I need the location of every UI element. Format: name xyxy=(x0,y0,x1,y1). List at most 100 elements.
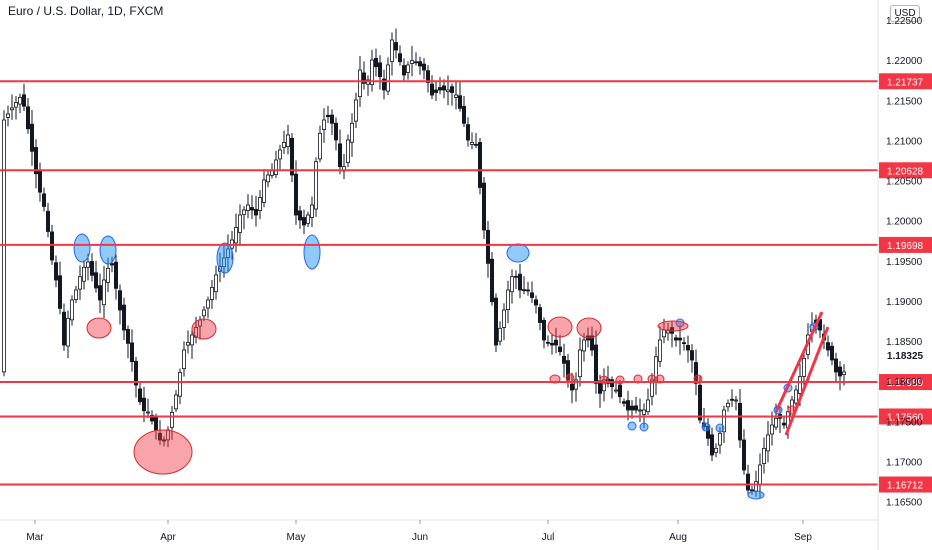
candle-body xyxy=(501,309,506,328)
candle-body xyxy=(253,209,258,216)
candle-body xyxy=(385,64,390,92)
candle-body xyxy=(401,65,406,76)
candle-body xyxy=(86,261,91,268)
red-circle-marker[interactable] xyxy=(657,320,689,332)
candle-body xyxy=(389,39,394,62)
candle-body xyxy=(421,63,426,71)
candle-body xyxy=(141,397,146,412)
candle-body xyxy=(690,350,695,361)
candle-body xyxy=(509,276,514,293)
candle-body xyxy=(9,107,14,111)
candle-body xyxy=(838,366,843,377)
candle-body xyxy=(413,61,418,64)
candle-body xyxy=(34,147,39,175)
candle-body xyxy=(746,473,751,491)
candle-body xyxy=(734,399,739,402)
blue-circle-marker[interactable] xyxy=(216,242,234,274)
candle-body xyxy=(714,447,719,453)
blue-circle-marker[interactable] xyxy=(639,422,649,432)
level-price-badge xyxy=(879,162,932,179)
candle-body xyxy=(457,95,462,109)
price-tick-label: 1.18000 xyxy=(886,377,923,388)
currency-badge[interactable]: USD xyxy=(890,5,920,22)
candle-body xyxy=(337,143,342,168)
candle-body xyxy=(157,432,162,441)
level-price-label: 1.17989 xyxy=(887,378,924,389)
candle-body xyxy=(261,179,266,203)
red-circle-marker[interactable] xyxy=(191,318,217,340)
candle-body xyxy=(122,304,127,331)
price-tick-label: 1.20500 xyxy=(886,177,923,188)
candle-body xyxy=(798,376,803,394)
candle-body xyxy=(38,170,43,193)
red-circle-marker[interactable] xyxy=(133,429,193,475)
candle-body xyxy=(473,143,478,146)
blue-circle-marker[interactable] xyxy=(506,243,530,263)
trend-line-lower[interactable] xyxy=(784,326,830,436)
candle-body xyxy=(118,290,123,311)
candle-body xyxy=(762,447,767,464)
candle-body xyxy=(518,273,523,291)
candle-body xyxy=(213,274,218,292)
candle-body xyxy=(493,297,498,346)
candle-body xyxy=(449,86,454,93)
red-circle-marker[interactable] xyxy=(86,317,112,339)
candle-body xyxy=(774,417,779,428)
candle-body xyxy=(173,394,178,410)
time-tick-label: Sep xyxy=(794,532,812,543)
candle-body xyxy=(110,263,115,266)
candle-body xyxy=(802,357,807,377)
candle-body xyxy=(477,142,482,188)
candle-body xyxy=(638,409,643,412)
candle-body xyxy=(558,346,563,353)
candle-body xyxy=(241,209,246,215)
trend-line-upper[interactable] xyxy=(774,311,824,413)
candle-body xyxy=(534,299,539,306)
candle-body xyxy=(658,339,663,362)
blue-circle-marker[interactable] xyxy=(747,490,765,500)
blue-circle-marker[interactable] xyxy=(715,423,725,433)
candle-body xyxy=(417,61,422,67)
red-circle-marker[interactable] xyxy=(547,316,573,338)
candle-body xyxy=(13,102,18,108)
candle-body xyxy=(826,342,831,351)
candle-body xyxy=(437,87,442,91)
time-tick-label: May xyxy=(287,532,306,543)
price-tick-label: 1.21000 xyxy=(886,136,923,147)
candle-body xyxy=(618,384,623,398)
candle-body xyxy=(369,59,374,86)
blue-circle-marker[interactable] xyxy=(627,421,637,431)
red-circle-marker[interactable] xyxy=(576,317,602,339)
blue-circle-marker[interactable] xyxy=(99,235,117,265)
last-price-badge xyxy=(879,347,932,364)
candle-body xyxy=(2,119,7,373)
candle-body xyxy=(530,292,535,298)
red-circle-marker[interactable] xyxy=(565,373,575,383)
candle-body xyxy=(349,122,354,143)
candle-body xyxy=(297,210,302,221)
candle-body xyxy=(201,309,206,317)
candle-body xyxy=(642,409,647,415)
blue-circle-marker[interactable] xyxy=(73,233,91,263)
blue-circle-marker[interactable] xyxy=(701,422,711,432)
candle-body xyxy=(742,439,747,471)
candle-body xyxy=(453,94,458,98)
blue-circle-marker[interactable] xyxy=(303,234,321,270)
candle-body xyxy=(526,289,531,292)
candle-body xyxy=(153,416,158,431)
candle-body xyxy=(245,204,250,211)
candle-body xyxy=(489,258,494,303)
candle-body xyxy=(622,401,627,404)
candle-body xyxy=(469,142,474,145)
time-tick-label: Apr xyxy=(160,532,176,543)
time-tick-label: Jul xyxy=(542,532,555,543)
candle-body xyxy=(181,349,186,369)
candle-body xyxy=(594,344,599,384)
candle-body xyxy=(345,139,350,163)
candle-body xyxy=(626,400,631,411)
candle-body xyxy=(662,329,667,338)
candle-body xyxy=(481,182,486,231)
price-tick-label: 1.21500 xyxy=(886,96,923,107)
candle-body xyxy=(106,267,111,283)
